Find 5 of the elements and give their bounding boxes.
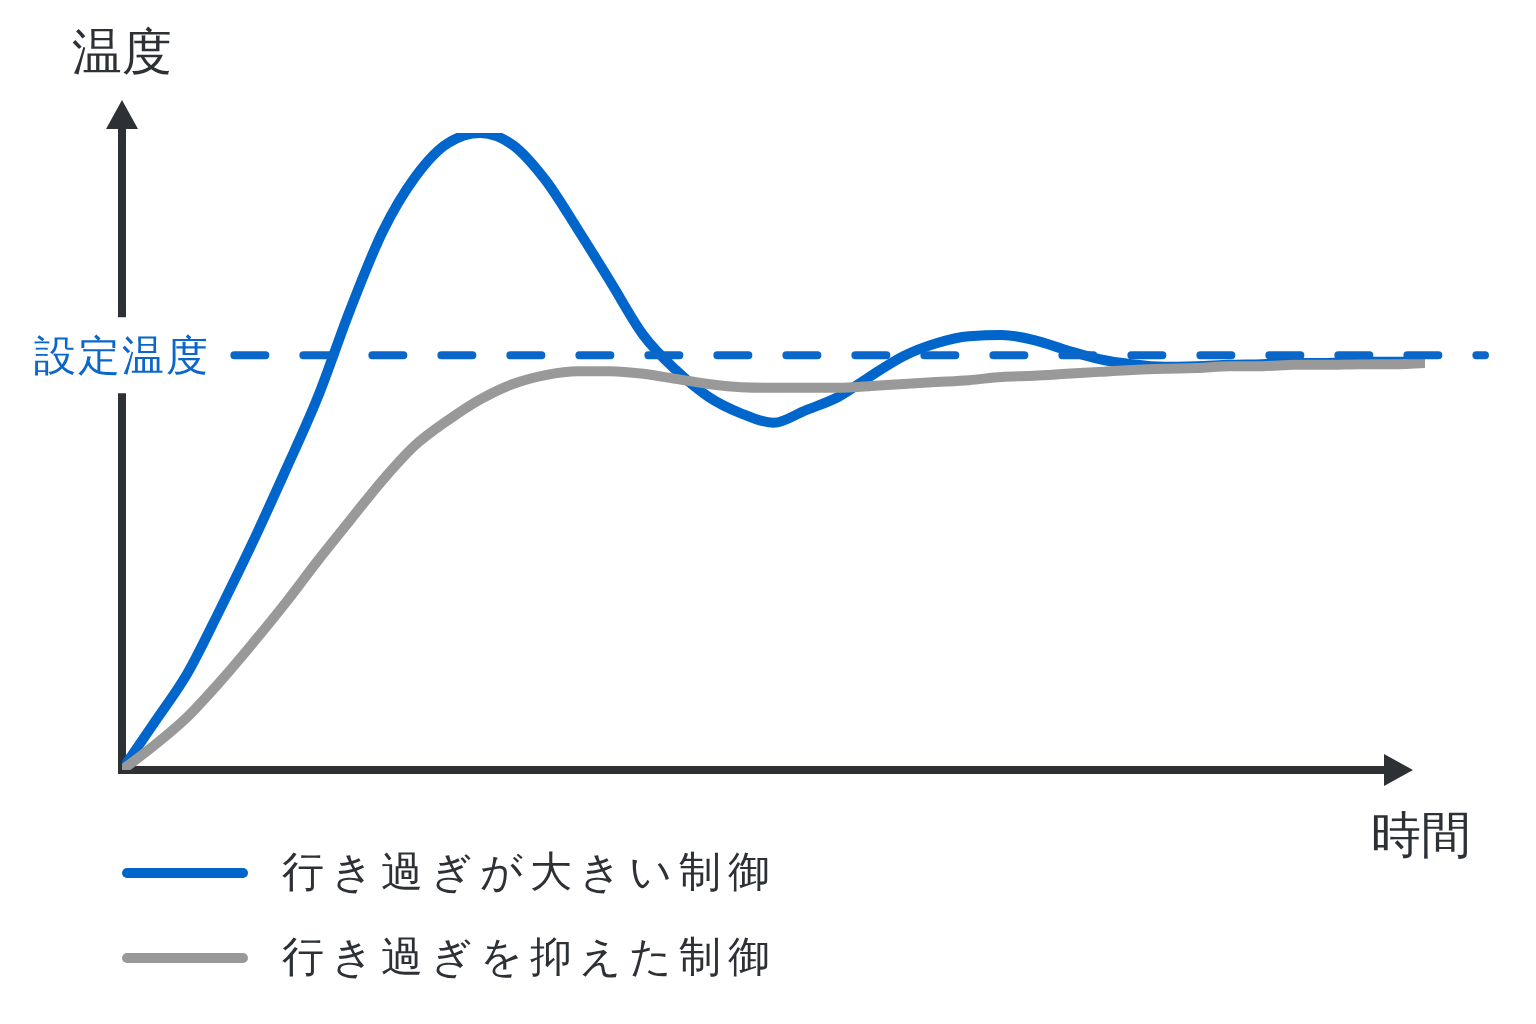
x-axis-title: 時間 — [1371, 806, 1471, 865]
y-axis-title: 温度 — [72, 23, 172, 82]
ref-line-label: 設定温度 — [34, 330, 210, 380]
legend-label: 行き過ぎが大きい制御 — [282, 847, 777, 897]
legend-label: 行き過ぎを抑えた制御 — [282, 932, 777, 982]
